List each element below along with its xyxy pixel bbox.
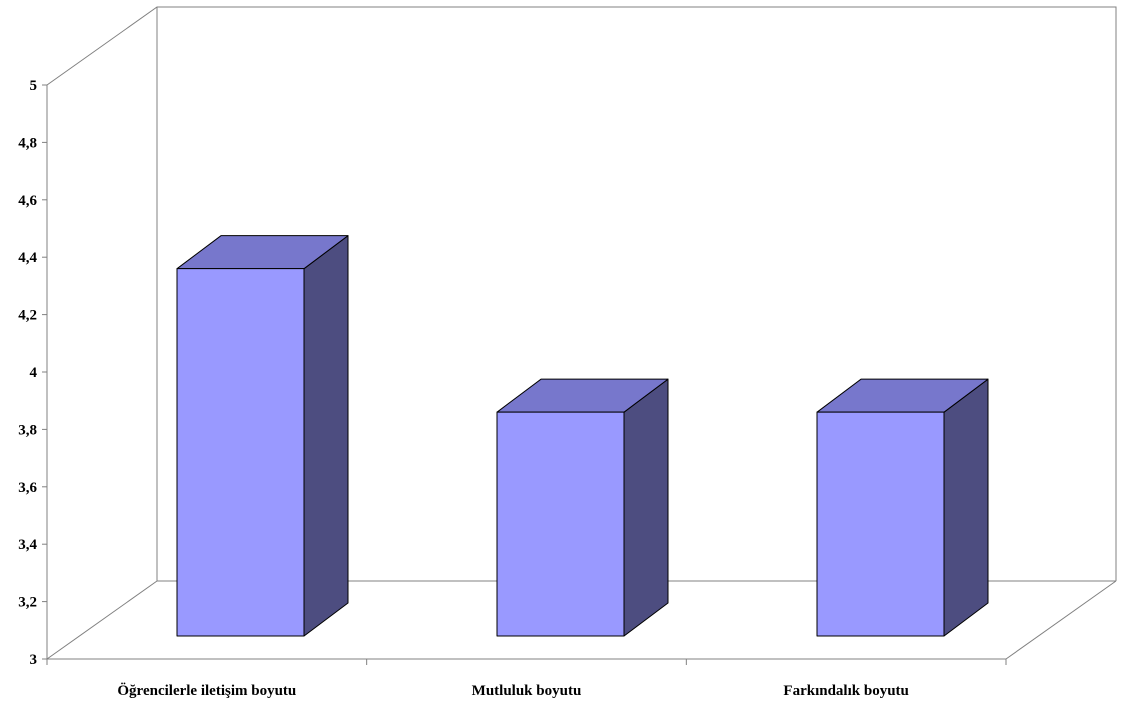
bar — [496, 378, 669, 637]
bar-side — [303, 235, 349, 637]
y-tick-label: 3,6 — [18, 480, 37, 496]
y-tick-label: 5 — [30, 78, 38, 94]
y-tick-label: 3,2 — [18, 595, 37, 611]
y-tick-label: 4,8 — [18, 135, 37, 151]
bars — [176, 235, 989, 637]
y-tick-label: 3 — [30, 652, 38, 668]
bar-front — [496, 411, 625, 637]
y-tick-label: 4,4 — [18, 250, 37, 266]
x-category-label: Mutluluk boyutu — [472, 683, 582, 699]
y-tick-label: 4,6 — [18, 193, 37, 209]
y-tick-label: 4,2 — [18, 308, 37, 324]
floor-right-edge — [1005, 580, 1117, 660]
y-tick-label: 3,4 — [18, 537, 37, 553]
bar-side — [623, 378, 669, 637]
y-axis: 3 3,2 3,4 3,6 3,8 4 4,2 4,4 4,6 4,8 5 — [18, 78, 48, 668]
y-tick-label: 3,8 — [18, 422, 37, 438]
bar-front — [816, 411, 945, 637]
bar-front — [176, 268, 305, 637]
x-category-label: Farkındalık boyutu — [783, 683, 908, 699]
x-axis: Öğrencilerle iletişim boyutu Mutluluk boy… — [46, 658, 1007, 699]
x-category-label: Öğrencilerle iletişim boyutu — [117, 682, 296, 699]
bar — [816, 378, 989, 637]
bar-side — [943, 378, 989, 637]
floor-left-edge — [46, 580, 158, 660]
y-tick-label: 4 — [30, 365, 38, 381]
back-wall-top-edge — [46, 6, 1117, 581]
bar — [176, 235, 349, 637]
